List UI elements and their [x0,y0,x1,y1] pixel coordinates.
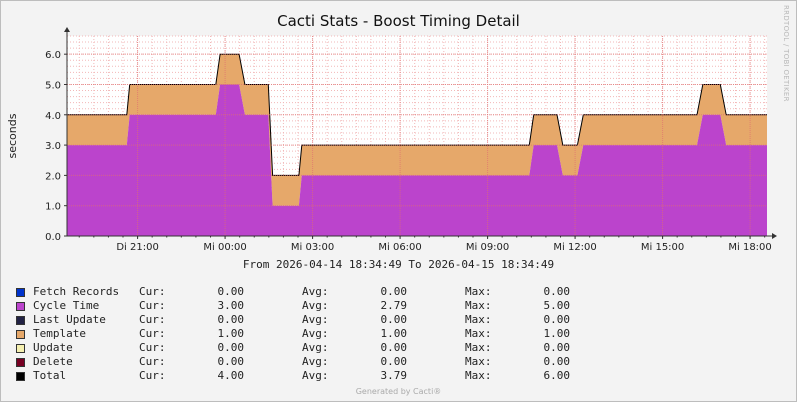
legend-swatch [16,302,25,311]
y-tick-label: 0.0 [45,232,61,243]
legend-max-value: 6.00 [543,369,571,382]
y-axis-arrow [64,27,70,32]
legend-item: Template Cur: 1.00 Avg: 1.00 Max: 1.00 [16,327,570,341]
legend-swatch [16,358,25,367]
y-tick-label: 2.0 [45,171,61,182]
legend-avg-value: 3.79 [380,369,408,382]
legend-avg-label: Avg: [302,341,329,354]
legend-cur-label: Cur: [139,313,166,326]
x-tick-label: Di 21:00 [116,242,158,253]
legend-item: Fetch Records Cur: 0.00 Avg: 0.00 Max: 0.00 [16,285,570,299]
legend-name: Last Update [33,313,106,326]
legend-max-value: 0.00 [543,341,571,354]
legend-name: Fetch Records [33,285,120,298]
legend-cur-label: Cur: [139,369,166,382]
legend-max-value: 5.00 [543,299,571,312]
x-axis-arrow [772,233,777,239]
x-tick-label: Mi 12:00 [553,242,596,253]
y-tick-label: 3.0 [45,141,61,152]
legend-max-value: 0.00 [543,285,571,298]
x-tick-label: Mi 03:00 [291,242,334,253]
legend-swatch [16,316,25,325]
legend-swatch [16,372,25,381]
legend-name: Cycle Time [33,299,100,312]
legend-max-label: Max: [465,355,492,368]
legend-avg-value: 0.00 [380,341,408,354]
legend-name: Delete [33,355,73,368]
legend-name: Update [33,341,73,354]
legend-swatch [16,344,25,353]
legend-avg-label: Avg: [302,313,329,326]
date-range: From 2026-04-14 18:34:49 To 2026-04-15 1… [242,258,555,271]
major-grid [67,36,767,236]
x-tick-label: Mi 18:00 [728,242,771,253]
legend-item: Update Cur: 0.00 Avg: 0.00 Max: 0.00 [16,341,570,355]
legend-item: Total Cur: 4.00 Avg: 3.79 Max: 6.00 [16,369,570,383]
legend-cur-value: 0.00 [217,313,245,326]
legend-avg-label: Avg: [302,355,329,368]
generated-by-footer: Generated by Cacti® [355,387,442,396]
y-tick-label: 6.0 [45,50,61,61]
legend-item: Delete Cur: 0.00 Avg: 0.00 Max: 0.00 [16,355,570,369]
legend-avg-label: Avg: [302,285,329,298]
x-tick-label: Mi 09:00 [466,242,509,253]
y-tick-label: 5.0 [45,80,61,91]
y-tick-label: 4.0 [45,111,61,122]
legend: Fetch Records Cur: 0.00 Avg: 0.00 Max: 0.00 Cyc… [16,285,570,383]
legend-item: Cycle Time Cur: 3.00 Avg: 2.79 Max: 5.00 [16,299,570,313]
legend-name: Total [33,369,67,382]
legend-max-label: Max: [465,285,492,298]
legend-avg-label: Avg: [302,299,329,312]
legend-cur-label: Cur: [139,341,166,354]
y-axis-label: seconds [6,113,19,158]
series-template-area [67,54,767,206]
legend-avg-label: Avg: [302,327,329,340]
legend-cur-value: 0.00 [217,341,245,354]
legend-max-value: 0.00 [543,313,571,326]
x-tick-label: Mi 15:00 [641,242,684,253]
legend-avg-value: 0.00 [380,313,408,326]
rrdtool-watermark: RRDTOOL / TOBI OETIKER [782,5,790,102]
legend-item: Last Update Cur: 0.00 Avg: 0.00 Max: 0.00 [16,313,570,327]
legend-max-label: Max: [465,369,492,382]
legend-cur-label: Cur: [139,327,166,340]
legend-avg-label: Avg: [302,369,329,382]
legend-cur-label: Cur: [139,285,166,298]
legend-swatch [16,288,25,297]
legend-cur-value: 4.00 [217,369,245,382]
legend-max-label: Max: [465,313,492,326]
x-tick-label: Mi 06:00 [378,242,421,253]
legend-max-label: Max: [465,299,492,312]
series-cycle-time-area [67,84,767,236]
x-tick-label: Mi 00:00 [203,242,246,253]
legend-avg-value: 0.00 [380,355,408,368]
legend-max-label: Max: [465,341,492,354]
legend-cur-value: 3.00 [217,299,245,312]
legend-max-value: 1.00 [543,327,571,340]
legend-cur-label: Cur: [139,299,166,312]
legend-swatch [16,330,25,339]
legend-max-label: Max: [465,327,492,340]
legend-avg-value: 2.79 [380,299,408,312]
legend-avg-value: 1.00 [380,327,408,340]
y-tick-label: 1.0 [45,202,61,213]
axes [64,27,777,239]
legend-cur-value: 0.00 [217,355,245,368]
legend-max-value: 0.00 [543,355,571,368]
plot-area: 0.0 1.0 2.0 3.0 4.0 5.0 6.0 Di 21:00 Mi 00:00 Mi … [6,27,777,253]
chart-title: Cacti Stats - Boost Timing Detail [277,12,520,30]
legend-avg-value: 0.00 [380,285,408,298]
tick-labels: 0.0 1.0 2.0 3.0 4.0 5.0 6.0 Di 21:00 Mi 00:00 Mi … [45,50,772,253]
legend-name: Template [33,327,86,340]
legend-cur-label: Cur: [139,355,166,368]
legend-cur-value: 1.00 [217,327,245,340]
legend-cur-value: 0.00 [217,285,245,298]
